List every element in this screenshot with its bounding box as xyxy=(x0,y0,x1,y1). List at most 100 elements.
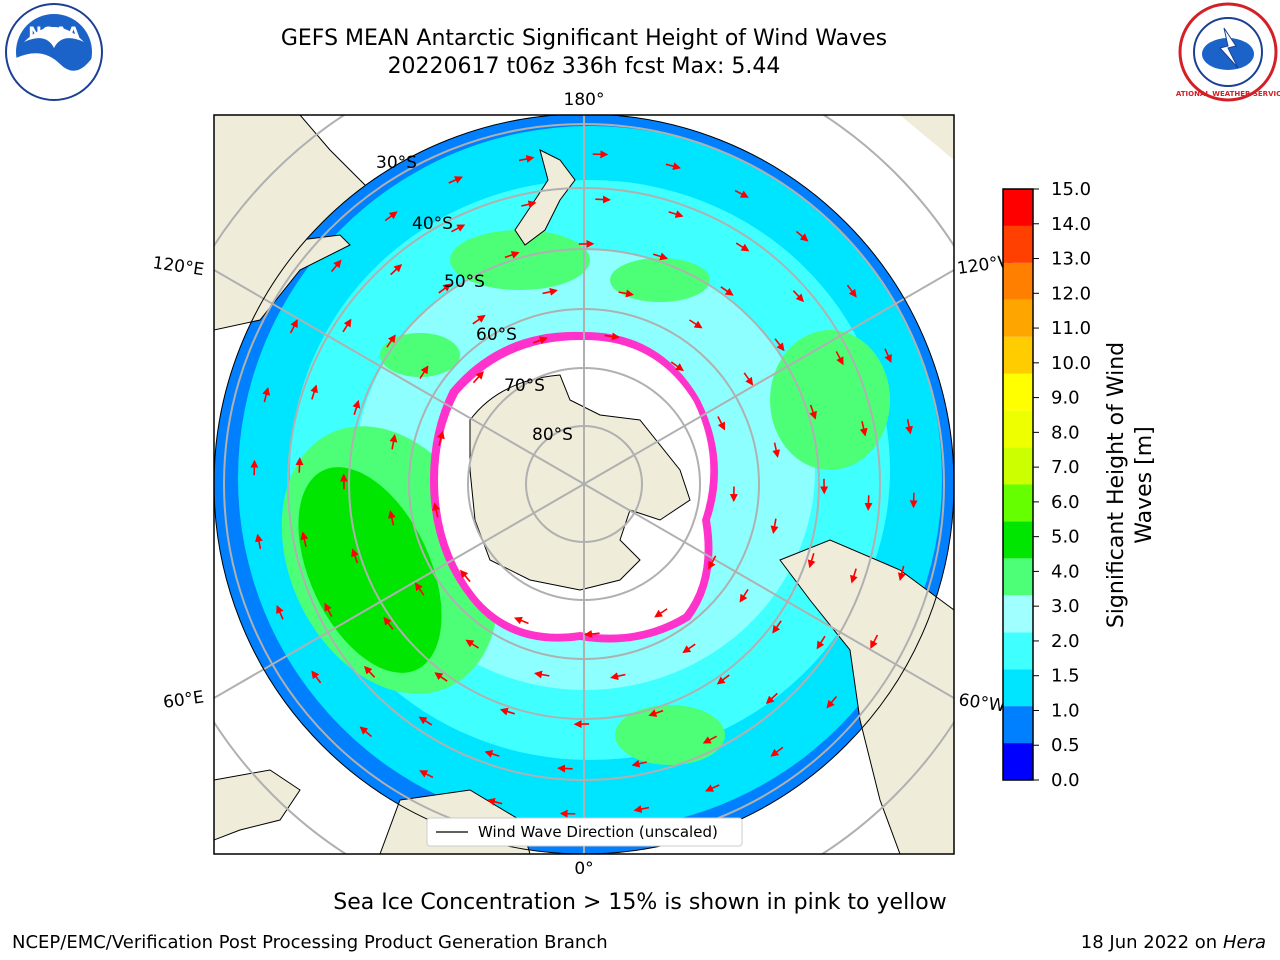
wave-direction-arrow xyxy=(451,224,466,233)
wave-direction-arrow xyxy=(734,189,749,198)
wave-direction-arrow xyxy=(262,386,271,403)
wave-direction-arrow xyxy=(618,289,635,298)
colorbar-tick-label: 9.0 xyxy=(1051,388,1080,409)
colorbar-swatch xyxy=(1003,373,1033,411)
wave-direction-arrow xyxy=(484,750,500,758)
nws-logo-icon: NATIONAL WEATHER SERVICE xyxy=(1176,2,1280,102)
wave-direction-arrow xyxy=(739,589,749,603)
wave-direction-arrow xyxy=(809,404,817,420)
wave-direction-arrow xyxy=(595,195,611,204)
colorbar-tick-label: 2.0 xyxy=(1051,631,1080,652)
wave-direction-arrow xyxy=(610,672,626,681)
colorbar-tick-label: 14.0 xyxy=(1051,214,1091,235)
wave-direction-arrow xyxy=(774,338,785,352)
wave-direction-arrow xyxy=(387,510,396,526)
wave-direction-arrow xyxy=(633,805,650,813)
wave-direction-arrow xyxy=(716,674,730,685)
wave-direction-arrow xyxy=(364,665,376,678)
colorbar-frame xyxy=(1002,188,1034,781)
lon-label-left-upper: 120°E xyxy=(151,253,205,280)
wave-direction-arrow xyxy=(310,384,318,400)
colorbar-swatch xyxy=(1003,336,1033,374)
wave-direction-arrow xyxy=(295,457,304,473)
wave-direction-arrow xyxy=(557,764,573,773)
credit-left: NCEP/EMC/Verification Post Processing Pr… xyxy=(12,932,608,953)
wave-direction-arrow xyxy=(708,555,717,570)
wave-direction-arrow xyxy=(648,709,664,717)
wave-direction-arrow xyxy=(289,319,298,334)
wave-direction-arrow xyxy=(772,620,782,634)
wave-direction-arrow xyxy=(682,643,696,654)
wave-direction-arrow xyxy=(384,211,398,222)
noaa-logo-text: NOAA xyxy=(28,23,80,42)
wave-direction-arrow xyxy=(324,602,333,617)
wave-direction-arrow xyxy=(342,318,352,333)
wave-direction-arrow xyxy=(499,707,516,716)
colorbar-tick-label: 1.0 xyxy=(1051,700,1080,721)
wave-direction-arrow xyxy=(472,371,484,384)
wave-direction-arrow xyxy=(665,162,682,171)
wave-direction-arrow xyxy=(905,418,913,435)
wave-direction-arrow xyxy=(897,565,906,582)
lon-label-right-lower: 60°W xyxy=(957,690,1006,716)
wave-direction-arrow xyxy=(432,502,440,518)
colorbar-tick-label: 10.0 xyxy=(1051,353,1091,374)
wave-direction-arrow xyxy=(743,372,754,386)
wave-direction-arrow xyxy=(437,430,445,446)
sea-ice-note: Sea Ice Concentration > 15% is shown in … xyxy=(333,890,947,915)
wave-direction-arrow xyxy=(532,336,548,345)
colorbar-tick-label: 0.0 xyxy=(1051,770,1080,791)
wave-direction-arrow xyxy=(276,605,284,620)
wave-direction-arrow xyxy=(414,582,425,596)
wave-direction-arrow xyxy=(419,770,434,779)
colorbar-tick-label: 15.0 xyxy=(1051,179,1091,200)
wave-direction-arrow xyxy=(389,433,398,450)
wave-direction-arrow xyxy=(765,692,778,704)
lon-label-left-lower: 60°E xyxy=(162,687,205,712)
colorbar-tick-label: 4.0 xyxy=(1051,561,1080,582)
map-frame xyxy=(213,114,955,855)
colorbar-swatch xyxy=(1003,189,1033,226)
wave-direction-arrow xyxy=(792,290,804,303)
wave-direction-arrow xyxy=(795,230,809,242)
wave-direction-arrow xyxy=(772,442,781,458)
colorbar-tick-label: 0.5 xyxy=(1051,735,1080,756)
colorbar-swatch xyxy=(1003,595,1033,633)
credit-date: 18 Jun 2022 on xyxy=(1080,932,1218,953)
wave-direction-arrow xyxy=(533,670,550,679)
wave-direction-arrow xyxy=(717,416,725,431)
wave-direction-arrow xyxy=(472,314,486,325)
lat-label-60s: 60°S xyxy=(476,325,517,345)
wave-direction-arrow xyxy=(720,286,734,296)
colorbar-label-line2: Waves [m] xyxy=(1132,426,1157,543)
colorbar-swatch xyxy=(1003,521,1033,559)
colorbar-tick-label: 11.0 xyxy=(1051,318,1091,339)
wave-direction-arrow xyxy=(390,264,403,276)
colorbar-tick-label: 7.0 xyxy=(1051,457,1080,478)
lat-label-40s: 40°S xyxy=(412,214,453,234)
nws-logo-text: NATIONAL WEATHER SERVICE xyxy=(1176,90,1280,98)
colorbar-tick-label: 8.0 xyxy=(1051,422,1080,443)
wave-direction-arrow xyxy=(864,495,873,511)
wave-direction-arrow xyxy=(419,365,429,379)
wave-direction-arrow xyxy=(311,670,322,684)
wave-direction-arrow xyxy=(652,252,669,261)
wave-direction-arrow xyxy=(850,568,858,584)
wave-direction-arrow xyxy=(434,672,448,682)
wave-direction-arrow xyxy=(386,334,396,348)
colorbar-label-line1: Significant Height of Wind xyxy=(1104,342,1129,628)
colorbar-tick-label: 12.0 xyxy=(1051,283,1091,304)
colorbar-swatch xyxy=(1003,225,1033,263)
wave-direction-arrow xyxy=(330,259,342,273)
wave-direction-arrow xyxy=(383,616,394,630)
colorbar-tick-label: 13.0 xyxy=(1051,249,1091,270)
wave-direction-arrow xyxy=(513,616,529,625)
credit-host: Hera xyxy=(1222,932,1266,953)
colorbar-swatch xyxy=(1003,558,1033,596)
wave-direction-arrow xyxy=(770,518,779,535)
wave-direction-arrow xyxy=(359,726,373,738)
colorbar-swatch xyxy=(1003,484,1033,522)
wave-direction-arrow xyxy=(604,332,621,341)
colorbar-tick-label: 3.0 xyxy=(1051,596,1080,617)
